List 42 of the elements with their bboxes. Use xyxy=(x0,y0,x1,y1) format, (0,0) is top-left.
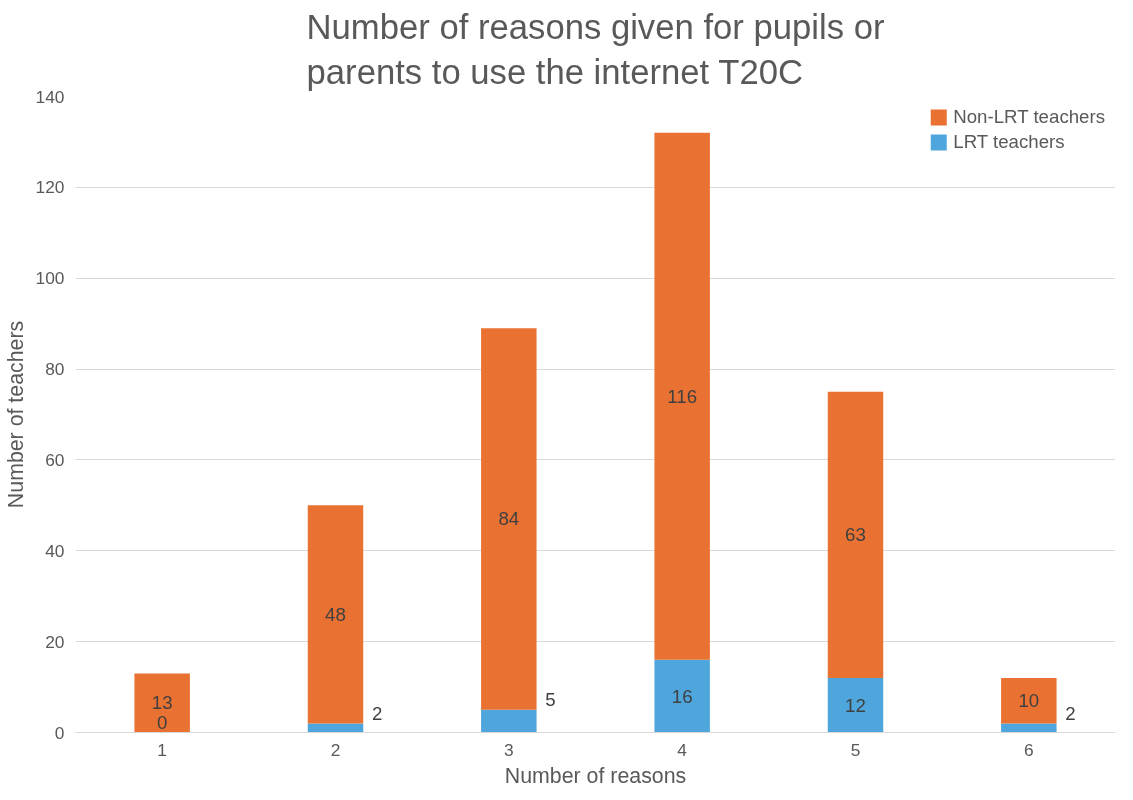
chart-title: Number of reasons given for pupils or parents to use the internet T20C xyxy=(306,7,885,92)
data-label: 63 xyxy=(845,524,866,546)
bar xyxy=(1001,723,1057,733)
y-tick-label: 40 xyxy=(45,540,65,561)
bar xyxy=(1001,677,1057,724)
bar xyxy=(654,132,710,660)
bar xyxy=(307,505,364,724)
x-tick-label: 2 xyxy=(330,739,341,760)
bar xyxy=(134,673,190,733)
y-tick-label: 120 xyxy=(35,177,65,198)
legend-label: LRT teachers xyxy=(953,131,1065,153)
y-tick-label: 20 xyxy=(45,631,65,652)
bar xyxy=(827,677,884,733)
y-tick-label: 0 xyxy=(54,722,65,743)
data-label: 16 xyxy=(671,685,693,707)
y-tick-label: 60 xyxy=(45,449,65,470)
x-axis-title: Number of reasons xyxy=(504,763,687,788)
bar xyxy=(481,328,537,710)
y-tick-label: 140 xyxy=(35,86,65,107)
data-label: 5 xyxy=(545,689,556,711)
bar xyxy=(307,723,364,733)
x-tick-label: 5 xyxy=(850,739,861,760)
data-label: 10 xyxy=(1018,690,1040,712)
data-label: 2 xyxy=(371,702,383,724)
data-label: 13 xyxy=(151,692,173,714)
data-label: 0 xyxy=(156,712,168,734)
bar xyxy=(481,709,537,733)
legend-label: Non-LRT teachers xyxy=(953,106,1105,128)
x-tick-label: 4 xyxy=(677,739,688,760)
y-tick-label: 80 xyxy=(45,359,65,380)
data-label: 2 xyxy=(1065,702,1076,724)
data-label: 48 xyxy=(325,603,346,625)
x-tick-label: 6 xyxy=(1024,739,1034,760)
data-label: 84 xyxy=(498,508,520,530)
bar xyxy=(654,659,710,733)
data-label: 12 xyxy=(845,694,866,716)
y-axis-title: Number of teachers xyxy=(3,320,28,509)
x-tick-label: 3 xyxy=(504,739,514,760)
x-tick-label: 1 xyxy=(157,739,167,760)
data-label: 116 xyxy=(667,385,698,407)
bar xyxy=(827,391,884,678)
y-tick-label: 100 xyxy=(35,268,65,289)
